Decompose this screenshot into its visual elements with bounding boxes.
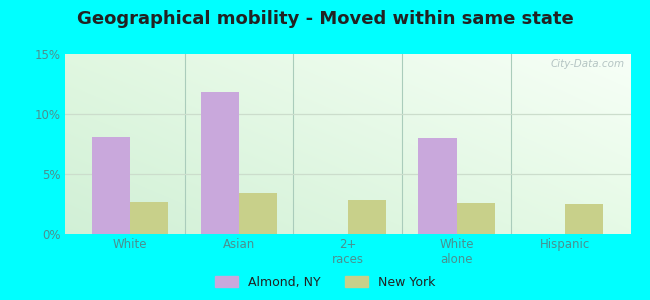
Bar xyxy=(239,193,277,234)
Bar xyxy=(348,200,386,234)
Bar xyxy=(201,92,239,234)
Bar xyxy=(419,138,456,234)
Bar xyxy=(130,202,168,234)
Legend: Almond, NY, New York: Almond, NY, New York xyxy=(210,271,440,294)
Text: City-Data.com: City-Data.com xyxy=(551,59,625,69)
Bar xyxy=(566,204,603,234)
Bar xyxy=(92,137,130,234)
Text: Geographical mobility - Moved within same state: Geographical mobility - Moved within sam… xyxy=(77,11,573,28)
Bar xyxy=(456,203,495,234)
